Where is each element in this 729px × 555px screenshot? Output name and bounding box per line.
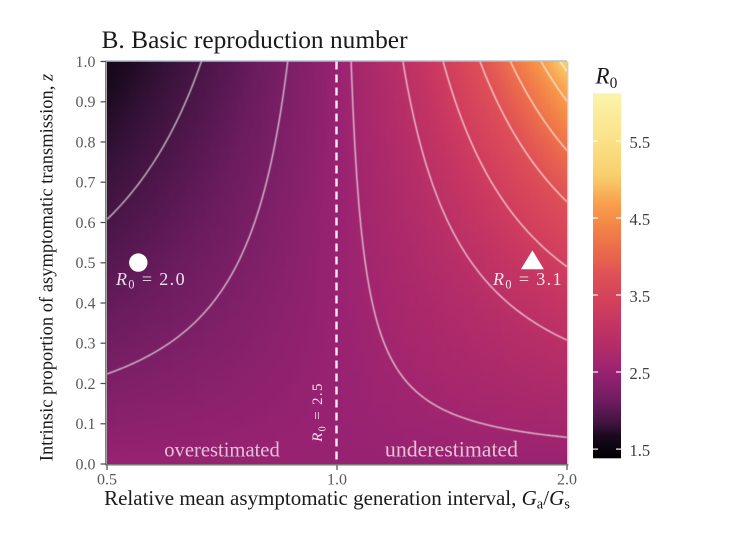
svg-text:R0: R0 (595, 64, 618, 93)
svg-text:1.0: 1.0 (76, 54, 96, 71)
svg-text:1.5: 1.5 (630, 441, 651, 460)
svg-text:0.5: 0.5 (97, 471, 117, 488)
svg-text:2.0: 2.0 (557, 471, 577, 488)
svg-text:0.3: 0.3 (76, 336, 96, 353)
svg-text:0.1: 0.1 (76, 416, 96, 433)
svg-text:0.9: 0.9 (76, 94, 96, 111)
svg-text:underestimated: underestimated (385, 438, 518, 462)
svg-text:Intrinsic proportion of asympt: Intrinsic proportion of asymptomatic tra… (38, 74, 58, 461)
svg-text:3.5: 3.5 (630, 287, 651, 306)
svg-text:overestimated: overestimated (164, 440, 280, 462)
svg-text:0.2: 0.2 (76, 376, 96, 393)
svg-text:1.0: 1.0 (327, 471, 347, 488)
svg-text:0.0: 0.0 (76, 456, 96, 473)
svg-text:R0 = 3.1: R0 = 3.1 (492, 269, 563, 292)
svg-text:0.8: 0.8 (76, 134, 96, 151)
svg-text:0.5: 0.5 (76, 255, 96, 272)
svg-text:0.7: 0.7 (76, 175, 96, 192)
svg-text:R0 = 2.0: R0 = 2.0 (115, 269, 186, 292)
svg-text:B. Basic reproduction number: B. Basic reproduction number (102, 26, 409, 54)
svg-text:Relative mean asymptomatic gen: Relative mean asymptomatic generation in… (104, 486, 570, 513)
svg-text:0.6: 0.6 (76, 215, 96, 232)
svg-text:5.5: 5.5 (630, 133, 651, 152)
svg-text:R0 = 2.5: R0 = 2.5 (310, 382, 329, 443)
svg-text:4.5: 4.5 (630, 210, 651, 229)
svg-text:2.5: 2.5 (630, 364, 651, 383)
svg-text:0.4: 0.4 (76, 295, 96, 312)
